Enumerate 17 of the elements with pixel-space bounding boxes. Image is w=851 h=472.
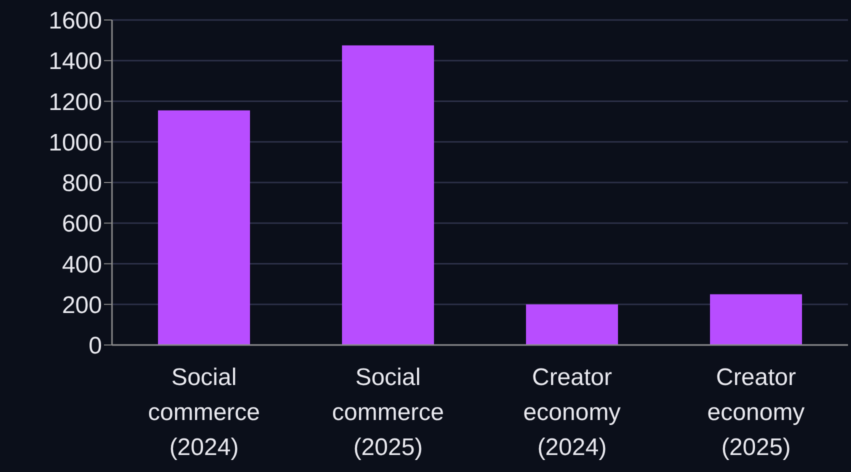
y-tick-label: 0 bbox=[88, 332, 102, 360]
bar bbox=[710, 294, 802, 345]
y-tick-label: 400 bbox=[62, 251, 102, 278]
x-tick-label: Social commerce (2025) bbox=[332, 364, 444, 461]
y-tick-label: 600 bbox=[62, 210, 102, 238]
y-tick-label: 1000 bbox=[48, 129, 102, 156]
y-tick-label: 800 bbox=[62, 170, 102, 198]
x-tick-label: Social commerce (2024) bbox=[148, 364, 260, 461]
y-tick-label: 1400 bbox=[48, 48, 102, 76]
y-tick-label: 1200 bbox=[48, 88, 102, 116]
x-tick-label: Creator economy (2024) bbox=[523, 364, 621, 461]
y-tick-label: 1600 bbox=[48, 8, 102, 35]
x-tick-label: Creator economy (2025) bbox=[707, 364, 805, 461]
bar bbox=[342, 45, 434, 345]
bar bbox=[158, 110, 250, 345]
y-tick-label: 200 bbox=[62, 292, 102, 319]
bar bbox=[526, 304, 618, 345]
